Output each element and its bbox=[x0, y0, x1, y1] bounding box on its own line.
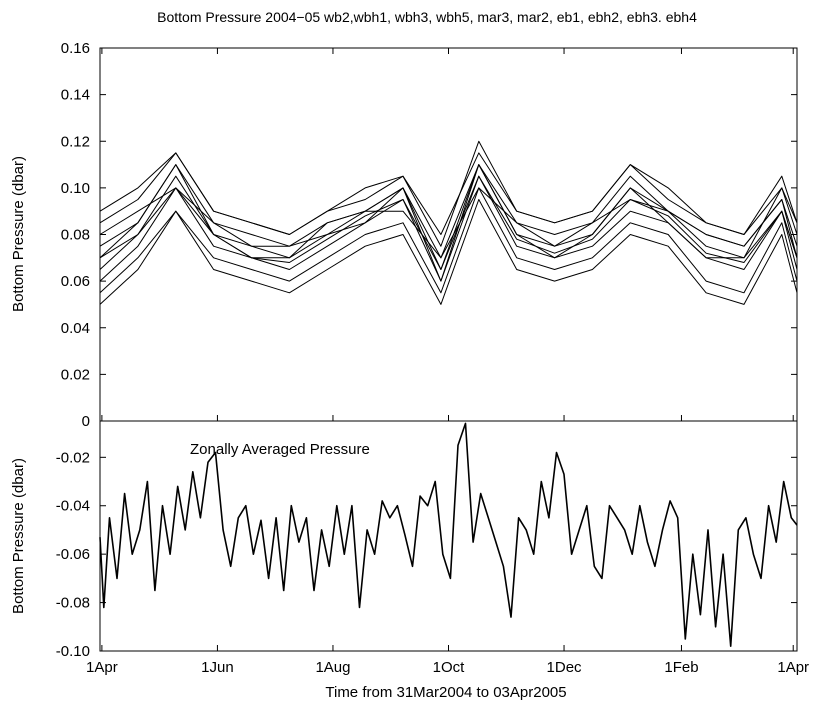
top-y-ticks: 0 0.02 0.04 0.06 0.08 0.10 0.12 0.14 0.16 bbox=[61, 40, 797, 430]
bottom-ytick-label-4: -0.02 bbox=[56, 449, 90, 466]
top-ylabel: Bottom Pressure (dbar) bbox=[10, 156, 27, 312]
bottom-ytick-label-3: -0.04 bbox=[56, 498, 90, 515]
top-ytick-label-0: 0 bbox=[82, 413, 90, 430]
xtick-label-3: 1Oct bbox=[433, 659, 466, 676]
zonal-average-annotation: Zonally Averaged Pressure bbox=[190, 441, 370, 458]
x-axis-label: Time from 31Mar2004 to 03Apr2005 bbox=[325, 684, 566, 701]
top-ytick-label-7: 0.14 bbox=[61, 87, 90, 104]
figure-title: Bottom Pressure 2004−05 wb2,wbh1, wbh3, … bbox=[157, 9, 697, 25]
bottom-ytick-label-0: -0.10 bbox=[56, 643, 90, 660]
xtick-label-1: 1Jun bbox=[201, 659, 234, 676]
top-ytick-label-3: 0.06 bbox=[61, 273, 90, 290]
top-series-line-7 bbox=[99, 164, 798, 259]
top-series-line-10 bbox=[99, 175, 798, 270]
bottom-ylabel: Bottom Pressure (dbar) bbox=[10, 458, 27, 614]
zonal-average-line bbox=[99, 422, 798, 648]
bottom-ytick-label-1: -0.08 bbox=[56, 595, 90, 612]
top-series-line-9 bbox=[99, 152, 798, 235]
top-ytick-label-2: 0.04 bbox=[61, 320, 90, 337]
top-ytick-label-5: 0.10 bbox=[61, 180, 90, 197]
xtick-label-0: 1Apr bbox=[86, 659, 118, 676]
top-series-line-4 bbox=[99, 187, 798, 294]
x-ticks: 1Apr 1Jun 1Aug 1Oct 1Dec 1Feb 1Apr bbox=[86, 48, 809, 676]
xtick-label-5: 1Feb bbox=[664, 659, 698, 676]
top-series-line-8 bbox=[99, 199, 798, 305]
xtick-label-4: 1Dec bbox=[547, 659, 583, 676]
bottom-ytick-label-2: -0.06 bbox=[56, 546, 90, 563]
top-plot-lines bbox=[99, 140, 798, 305]
top-ytick-label-6: 0.12 bbox=[61, 133, 90, 150]
xtick-label-2: 1Aug bbox=[315, 659, 350, 676]
bottom-y-ticks: -0.10 -0.08 -0.06 -0.04 -0.02 bbox=[56, 449, 797, 660]
xtick-label-6: 1Apr bbox=[777, 659, 809, 676]
top-ytick-label-1: 0.02 bbox=[61, 366, 90, 383]
bottom-plot-line bbox=[99, 422, 798, 648]
top-ytick-label-4: 0.08 bbox=[61, 227, 90, 244]
top-ytick-label-8: 0.16 bbox=[61, 40, 90, 57]
